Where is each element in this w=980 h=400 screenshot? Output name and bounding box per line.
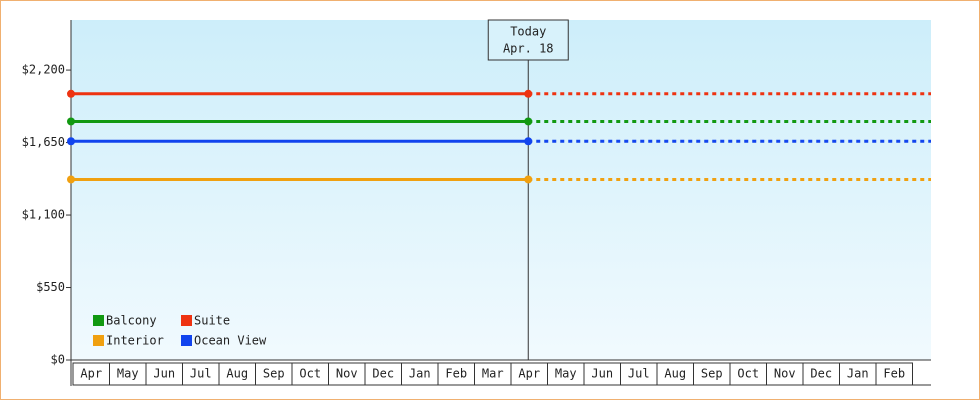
x-tick-label: Nov xyxy=(336,367,358,381)
x-tick-label: Jun xyxy=(591,367,613,381)
point xyxy=(67,89,75,98)
x-tick-label: Dec xyxy=(810,367,832,381)
y-tick-label: $1,650 xyxy=(22,135,65,149)
today-date: Apr. 18 xyxy=(503,42,554,56)
x-tick-label: Oct xyxy=(299,367,321,381)
x-tick-label: Jun xyxy=(153,367,175,381)
legend-swatch xyxy=(181,335,192,346)
x-tick-label: Apr xyxy=(80,367,102,381)
point xyxy=(524,175,533,184)
x-tick-label: Dec xyxy=(372,367,394,381)
x-cell xyxy=(875,362,913,386)
legend-label: Ocean View xyxy=(194,334,267,348)
x-tick-label: Aug xyxy=(664,367,686,381)
point xyxy=(67,117,75,126)
legend-swatch xyxy=(93,315,104,326)
point xyxy=(524,89,533,98)
plot-area xyxy=(71,20,931,360)
x-tick-label: Nov xyxy=(774,367,796,381)
point xyxy=(524,117,533,126)
x-tick-label: Jul xyxy=(190,367,212,381)
legend-label: Suite xyxy=(194,314,230,328)
legend-label: Balcony xyxy=(106,314,157,328)
x-tick-label: May xyxy=(117,367,139,381)
x-tick-label: Jan xyxy=(409,367,431,381)
x-tick-label: Sep xyxy=(263,367,285,381)
point xyxy=(524,137,533,146)
x-tick-label: Aug xyxy=(226,367,248,381)
y-tick-label: $2,200 xyxy=(22,63,65,77)
y-tick-label: $1,100 xyxy=(22,208,65,222)
x-tick-label: Feb xyxy=(883,367,905,381)
today-label: Today xyxy=(510,25,546,39)
point xyxy=(67,137,75,146)
today-box xyxy=(487,19,569,61)
x-tick-label: Mar xyxy=(482,367,504,381)
point xyxy=(67,175,75,184)
x-tick-label: Sep xyxy=(701,367,723,381)
x-tick-label: Oct xyxy=(737,367,759,381)
x-tick-label: Apr xyxy=(518,367,540,381)
legend-swatch xyxy=(181,315,192,326)
y-tick-label: $550 xyxy=(36,280,65,294)
x-tick-label: Jul xyxy=(628,367,650,381)
x-tick-label: Jan xyxy=(847,367,869,381)
y-tick-label: $0 xyxy=(51,353,65,367)
legend-swatch xyxy=(93,335,104,346)
legend-label: Interior xyxy=(106,334,164,348)
x-tick-label: May xyxy=(555,367,577,381)
x-tick-label: Feb xyxy=(445,367,467,381)
